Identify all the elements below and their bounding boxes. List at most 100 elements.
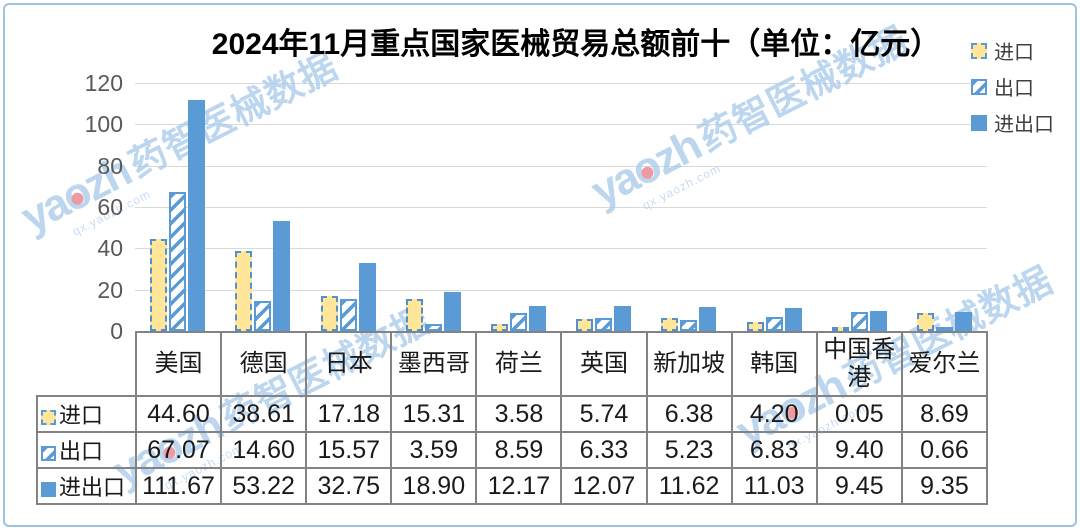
category-header-6: 新加坡 [645, 331, 733, 397]
bar-import-9 [916, 313, 934, 331]
bar-export-3 [424, 323, 442, 331]
table-category-row: 美国 德国 日本 墨西哥 荷兰 英国 新加坡 韩国 中国香港 爱尔兰 [37, 331, 989, 397]
legend-label: 进出口 [994, 114, 1054, 136]
row-header-export: 出口 [36, 431, 137, 469]
value-export-9: 0.66 [900, 431, 989, 469]
bar-export-7 [765, 316, 783, 331]
data-table: 美国 德国 日本 墨西哥 荷兰 英国 新加坡 韩国 中国香港 爱尔兰 进口 44.60 38.61 17.… [36, 331, 989, 505]
value-total-0: 111.67 [134, 467, 223, 505]
legend-label: 出口 [994, 78, 1034, 100]
value-import-6: 6.38 [645, 395, 733, 433]
value-import-3: 15.31 [390, 395, 478, 433]
bar-export-4 [509, 313, 527, 331]
value-export-1: 14.60 [220, 431, 308, 469]
bar-import-0 [150, 238, 168, 331]
value-import-4: 3.58 [475, 395, 563, 433]
category-header-5: 英国 [560, 331, 648, 397]
bar-group-7 [746, 83, 802, 331]
bar-total-5 [614, 306, 632, 331]
bar-export-2 [339, 298, 357, 331]
row-header-total: 进出口 [36, 467, 137, 505]
bar-group-9 [916, 83, 972, 331]
category-header-4: 荷兰 [475, 331, 563, 397]
bar-group-2 [320, 83, 376, 331]
value-total-9: 9.35 [900, 467, 989, 505]
bar-total-6 [699, 307, 717, 331]
value-total-3: 18.90 [390, 467, 478, 505]
legend-item-total: 进出口 [971, 111, 1054, 136]
chart-title: 2024年11月重点国家医械贸易总额前十（单位：亿元） [211, 28, 941, 61]
value-export-3: 3.59 [390, 431, 478, 469]
y-tick-label-0: 0 [110, 318, 123, 344]
value-export-7: 6.83 [730, 431, 818, 469]
row-swatch-import-icon [41, 410, 56, 425]
bar-export-0 [169, 192, 187, 331]
value-total-6: 11.62 [645, 467, 733, 505]
bar-total-3 [443, 291, 461, 331]
value-total-7: 11.03 [730, 467, 818, 505]
gridline-y40 [135, 248, 987, 250]
y-tick-label-60: 60 [97, 194, 123, 220]
category-header-1: 德国 [220, 331, 308, 397]
bar-total-8 [869, 311, 887, 331]
gridline-y60 [135, 207, 987, 208]
bar-import-7 [746, 322, 764, 331]
value-export-5: 6.33 [560, 431, 648, 469]
value-total-1: 53.22 [220, 467, 308, 505]
bar-export-5 [595, 317, 613, 331]
value-import-2: 17.18 [305, 395, 393, 433]
bar-import-6 [661, 317, 679, 331]
value-total-5: 12.07 [560, 467, 648, 505]
category-header-3: 墨西哥 [390, 331, 478, 397]
y-axis: 0 20 40 60 80 100 120 [40, 71, 123, 343]
category-header-0: 美国 [134, 331, 223, 397]
bar-group-1 [235, 83, 291, 331]
value-export-6: 5.23 [645, 431, 733, 469]
table-row-total: 进出口 111.67 53.22 32.75 18.90 12.17 12.07 11.62 1… [36, 467, 989, 505]
row-swatch-total-icon [41, 482, 56, 497]
gridline-y120 [135, 83, 987, 84]
bar-total-2 [358, 263, 376, 331]
bar-export-9 [935, 327, 953, 331]
bar-import-5 [576, 319, 594, 331]
gridline-y100 [135, 124, 987, 126]
y-tick-label-120: 120 [84, 70, 123, 96]
bar-total-4 [528, 305, 546, 331]
value-import-8: 0.05 [815, 395, 903, 433]
bar-export-6 [680, 320, 698, 331]
bar-total-7 [784, 308, 802, 331]
value-import-9: 8.69 [900, 395, 989, 433]
category-header-2: 日本 [305, 331, 393, 397]
value-export-2: 15.57 [305, 431, 393, 469]
table-row-import: 进口 44.60 38.61 17.18 15.31 3.58 5.74 6.38 4.20 0.… [36, 395, 989, 433]
legend-item-import: 进口 [971, 39, 1054, 64]
value-total-2: 32.75 [305, 467, 393, 505]
value-export-8: 9.40 [815, 431, 903, 469]
bar-import-1 [235, 251, 253, 331]
category-header-7: 韩国 [730, 331, 818, 397]
legend-swatch-export-icon [971, 78, 987, 95]
value-export-4: 8.59 [475, 431, 563, 469]
y-tick-label-40: 40 [97, 235, 123, 262]
value-import-7: 4.20 [730, 395, 818, 433]
bar-total-9 [954, 311, 972, 331]
category-header-9: 爱尔兰 [900, 331, 989, 397]
bar-total-0 [188, 100, 206, 331]
value-import-1: 38.61 [220, 395, 308, 433]
value-total-4: 12.17 [475, 467, 563, 505]
bar-import-8 [831, 327, 849, 331]
category-header-8: 中国香港 [815, 331, 903, 397]
bar-export-1 [254, 300, 272, 331]
value-total-8: 9.45 [815, 467, 903, 505]
bar-group-6 [661, 83, 717, 331]
value-export-0: 67.07 [134, 431, 223, 469]
bar-total-1 [273, 221, 291, 331]
bar-group-0 [150, 83, 206, 331]
bar-import-2 [320, 295, 338, 331]
bar-import-3 [405, 299, 423, 331]
plot-gridlines [135, 83, 987, 331]
bar-group-4 [490, 83, 546, 331]
row-header-import: 进口 [36, 395, 137, 433]
bar-group-5 [576, 83, 632, 331]
legend: 进口 出口 进出口 [971, 39, 1054, 147]
